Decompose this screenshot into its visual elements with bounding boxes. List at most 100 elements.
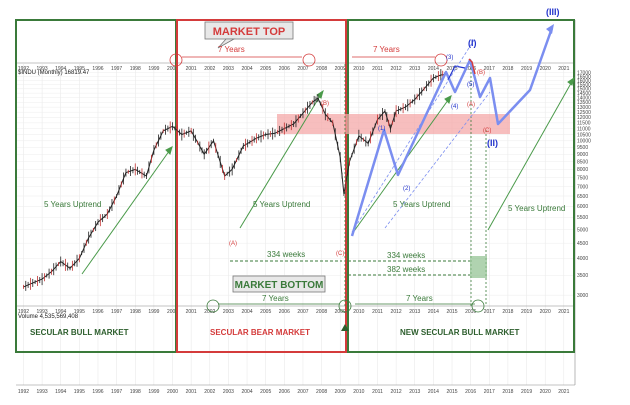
y-tick-label: 5000 xyxy=(577,227,588,233)
x-tick-label-top: 2003 xyxy=(223,66,234,72)
x-tick-label-middle: 1994 xyxy=(55,309,66,315)
y-tick-label: 7500 xyxy=(577,175,588,181)
x-tick-label-bottom: 1995 xyxy=(74,389,85,395)
x-tick-label-middle: 2021 xyxy=(558,309,569,315)
y-tick-label: 11000 xyxy=(577,126,591,132)
seven-years-bottom-right: 7 Years xyxy=(406,294,433,303)
x-tick-label-bottom: 2013 xyxy=(409,389,420,395)
x-tick-label-middle: 2006 xyxy=(279,309,290,315)
x-tick-label-top: 1997 xyxy=(111,66,122,72)
secular-bull-label: SECULAR BULL MARKET xyxy=(30,328,129,337)
wave-C-2016: (C) xyxy=(483,128,491,134)
seven-years-top-left: 7 Years xyxy=(218,45,245,54)
market-top-label: MARKET TOP xyxy=(213,26,286,38)
x-tick-label-top: 2021 xyxy=(558,66,569,72)
x-tick-label-bottom: 1999 xyxy=(148,389,159,395)
five-years-uptrend-3: 5 Years Uptrend xyxy=(393,200,450,209)
seven-years-top-right: 7 Years xyxy=(373,45,400,54)
circle-2002-bottom xyxy=(206,299,220,313)
y-tick-label: 4500 xyxy=(577,241,588,247)
x-tick-label-middle: 1992 xyxy=(18,309,29,315)
x-tick-label-bottom: 2019 xyxy=(521,389,532,395)
circle-2016-bottom xyxy=(471,299,485,313)
x-tick-label-middle: 2009 xyxy=(335,309,346,315)
uptrend-arrow-4-head xyxy=(567,76,575,86)
weeks-334-left: 334 weeks xyxy=(267,250,305,259)
y-tick-label: 6500 xyxy=(577,194,588,200)
uptrend-arrow-2-head xyxy=(316,89,324,99)
wave-C-2009: (C) xyxy=(336,251,344,257)
y-tick-label: 3000 xyxy=(577,293,588,299)
x-tick-label-bottom: 2003 xyxy=(223,389,234,395)
x-tick-label-middle: 2002 xyxy=(204,309,215,315)
x-tick-label-top: 1999 xyxy=(148,66,159,72)
y-tick-label: 9500 xyxy=(577,145,588,151)
uptrend-arrow-4 xyxy=(487,77,575,231)
bottom-triangle-marker xyxy=(341,324,349,331)
y-tick-label: 10500 xyxy=(577,132,591,138)
five-years-uptrend-4: 5 Years Uptrend xyxy=(508,204,565,213)
wave-B-2016: (B) xyxy=(477,70,485,76)
volume-label: Volume 4,535,569,408 xyxy=(18,314,79,320)
uptrend-arrow-1 xyxy=(81,146,173,275)
x-tick-label-top: 2006 xyxy=(279,66,290,72)
x-tick-label-bottom: 2021 xyxy=(558,389,569,395)
market-top-pointer xyxy=(217,38,236,49)
x-tick-label-top: 2020 xyxy=(540,66,551,72)
x-tick-label-bottom: 2000 xyxy=(167,389,178,395)
x-tick-label-middle: 2004 xyxy=(241,309,252,315)
x-tick-label-middle: 1998 xyxy=(130,309,141,315)
volume-bars xyxy=(23,69,445,291)
x-tick-label-bottom: 1993 xyxy=(37,389,48,395)
y-tick-label: 15000 xyxy=(577,87,591,93)
x-tick-label-middle: 2012 xyxy=(391,309,402,315)
secular-bear-label: SECULAR BEAR MARKET xyxy=(210,328,310,337)
y-tick-label: 10000 xyxy=(577,139,591,145)
five-years-uptrend-2: 5 Years Uptrend xyxy=(253,200,310,209)
y-axis-right: 3000 3500 4000 4500 5000 5500 6000 6500 7000 7500… xyxy=(577,71,591,299)
y-tick-label: 9000 xyxy=(577,152,588,158)
uptrend-arrow-3-head xyxy=(444,95,452,104)
circle-2009-bottom xyxy=(338,299,352,313)
x-tick-label-middle: 2016 xyxy=(465,309,476,315)
circle-2007-top xyxy=(302,53,316,67)
x-tick-label-top: 2009 xyxy=(335,66,346,72)
channel-upper xyxy=(351,39,475,233)
x-tick-label-bottom: 2004 xyxy=(241,389,252,395)
ticker-label: $INDU (Monthly) 16819.47 xyxy=(18,70,90,76)
seven-years-bottom-left: 7 Years xyxy=(262,294,289,303)
x-tick-label-bottom: 2005 xyxy=(260,389,271,395)
y-tick-label: 3500 xyxy=(577,273,588,279)
channel-lower xyxy=(384,91,491,229)
x-tick-label-top: 2000 xyxy=(167,66,178,72)
five-years-uptrend-1: 5 Years Uptrend xyxy=(44,200,101,209)
x-tick-label-top: 1994 xyxy=(55,66,66,72)
wave-projection-head xyxy=(546,24,554,34)
x-tick-label-bottom: 2001 xyxy=(186,389,197,395)
x-tick-label-bottom: 1994 xyxy=(55,389,66,395)
y-tick-label: 17000 xyxy=(577,71,591,77)
x-tick-label-bottom: 2020 xyxy=(540,389,551,395)
x-tick-label-bottom: 1998 xyxy=(130,389,141,395)
circle-2000-top xyxy=(169,53,183,67)
x-tick-label-bottom: 2007 xyxy=(297,389,308,395)
x-tick-label-middle: 1995 xyxy=(74,309,85,315)
x-tick-label-top: 2014 xyxy=(428,66,439,72)
x-tick-label-top: 2017 xyxy=(484,66,495,72)
x-tick-label-middle: 2020 xyxy=(540,309,551,315)
wave-3-marker xyxy=(447,65,466,81)
wave-2: (2) xyxy=(403,186,410,192)
x-tick-label-bottom: 2014 xyxy=(428,389,439,395)
x-tick-label-bottom: 2010 xyxy=(353,389,364,395)
y-tick-label: 8000 xyxy=(577,167,588,173)
x-tick-label-middle: 2011 xyxy=(372,309,383,315)
wave-II: (II) xyxy=(487,138,498,148)
x-tick-label-bottom: 1997 xyxy=(111,389,122,395)
x-tick-label-top: 2018 xyxy=(502,66,513,72)
x-tick-label-top: 1993 xyxy=(37,66,48,72)
x-tick-label-middle: 1997 xyxy=(111,309,122,315)
y-tick-label: 11500 xyxy=(577,121,591,127)
x-tick-label-top: 2019 xyxy=(521,66,532,72)
